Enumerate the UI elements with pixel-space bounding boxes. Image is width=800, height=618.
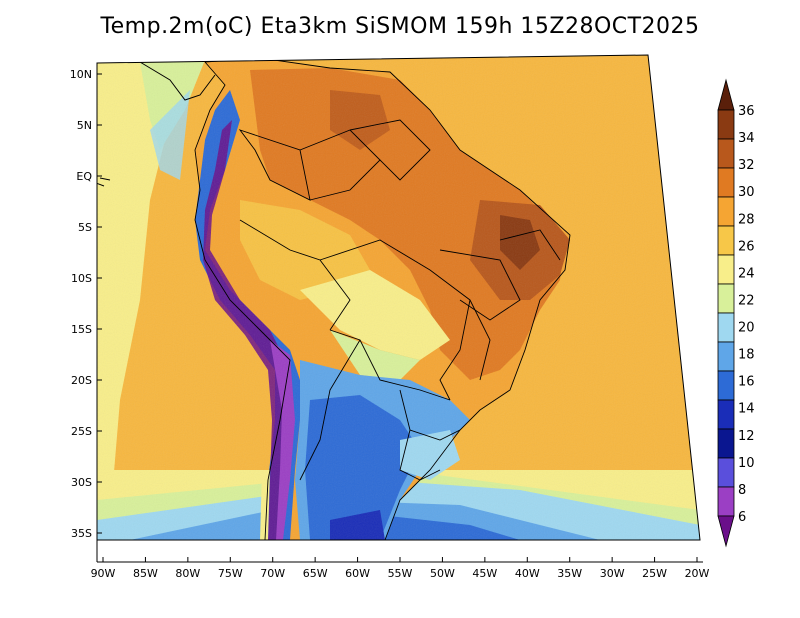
colorbar-segment [717, 225, 735, 256]
colorbar-label: 10 [738, 456, 755, 471]
colorbar-label: 20 [738, 321, 755, 336]
lon-label: 40W [515, 567, 540, 580]
colorbar-label: 22 [738, 293, 755, 308]
lat-label: 35S [71, 527, 92, 540]
colorbar-segment [717, 167, 735, 198]
colorbar-segment [717, 457, 735, 488]
lon-label: 35W [557, 567, 582, 580]
colorbar-segment [717, 283, 735, 314]
lat-label: 5N [77, 119, 92, 132]
colorbar-bottom-arrow [717, 515, 735, 548]
colorbar-segment [717, 486, 735, 517]
country-borders [194, 57, 571, 540]
colorbar-label: 34 [738, 131, 755, 146]
temperature-field [97, 55, 700, 540]
colorbar-label: 14 [738, 402, 755, 417]
lon-label: 85W [133, 567, 158, 580]
lon-label: 25W [642, 567, 667, 580]
lat-label: 10N [70, 68, 92, 81]
lat-label: 20S [71, 374, 92, 387]
colorbar-segment [717, 138, 735, 169]
lon-label: 50W [430, 567, 455, 580]
latitude-axis: 10N 5N EQ 5S 10S 15S 20S 25S 30S 35S [70, 68, 102, 540]
lat-label: EQ [76, 170, 92, 183]
lon-label: 70W [260, 567, 285, 580]
colorbar-label: 12 [738, 429, 755, 444]
colorbar: 36 34 32 30 28 26 24 22 20 18 16 14 12 10 8 6 [717, 78, 755, 548]
lon-label: 65W [303, 567, 328, 580]
lat-label: 10S [71, 272, 92, 285]
colorbar-label: 24 [738, 266, 755, 281]
colorbar-segment [717, 399, 735, 430]
colorbar-segment [717, 109, 735, 140]
colorbar-top-arrow [717, 78, 735, 111]
lon-label: 55W [388, 567, 413, 580]
lat-label: 30S [71, 476, 92, 489]
lon-label: 80W [175, 567, 200, 580]
colorbar-label: 30 [738, 185, 755, 200]
colorbar-segment [717, 254, 735, 285]
lon-label: 20W [685, 567, 710, 580]
colorbar-label: 16 [738, 375, 755, 390]
lon-label: 60W [345, 567, 370, 580]
colorbar-label: 18 [738, 348, 755, 363]
colorbar-label: 28 [738, 212, 755, 227]
lon-label: 45W [472, 567, 497, 580]
colorbar-label: 36 [738, 104, 755, 119]
colorbar-segment [717, 196, 735, 227]
lat-label: 5S [78, 221, 92, 234]
colorbar-segment [717, 341, 735, 372]
map-title: Temp.2m(oC) Eta3km SiSMOM 159h 15Z28OCT2… [100, 14, 700, 39]
longitude-axis: 90W 85W 80W 75W 70W 65W 60W 55W 50W 45W 40W 35W 30W 2… [91, 557, 710, 580]
lon-label: 75W [218, 567, 243, 580]
colorbar-label: 32 [738, 158, 755, 173]
colorbar-label: 26 [738, 239, 755, 254]
colorbar-segment [717, 312, 735, 343]
lon-label: 90W [91, 567, 116, 580]
texture-overlay [97, 55, 700, 540]
colorbar-label: 8 [738, 483, 746, 498]
lon-label: 30W [600, 567, 625, 580]
colorbar-segment [717, 428, 735, 459]
lat-label: 25S [71, 425, 92, 438]
lat-label: 15S [71, 323, 92, 336]
central-america-coast [139, 61, 216, 101]
colorbar-segment [717, 370, 735, 401]
colorbar-label: 6 [738, 510, 746, 525]
